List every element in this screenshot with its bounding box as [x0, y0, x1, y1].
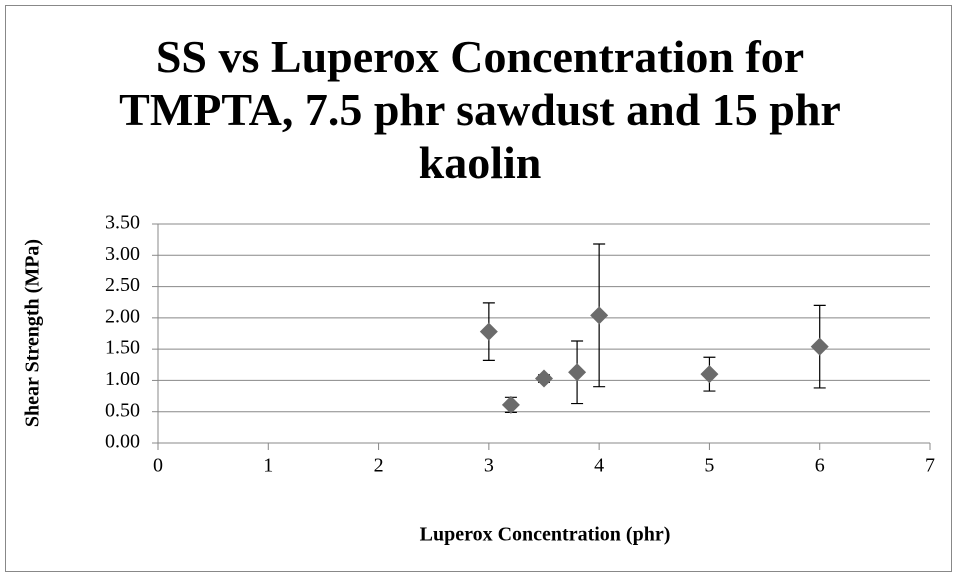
- data-point: [535, 369, 553, 388]
- y-tick-label: 1.00: [105, 368, 140, 390]
- y-axis-title: Shear Strength (MPa): [22, 239, 44, 427]
- x-tick-label: 4: [594, 455, 604, 477]
- y-tick-label: 3.00: [105, 243, 140, 265]
- x-tick-label: 1: [263, 455, 273, 477]
- data-point: [700, 365, 719, 384]
- data-point: [590, 306, 609, 325]
- x-tick-label: 6: [815, 455, 825, 477]
- y-tick-label: 2.00: [105, 305, 140, 327]
- y-tick-label: 1.50: [105, 337, 140, 359]
- chart-title: SS vs Luperox Concentration for TMPTA, 7…: [119, 31, 841, 188]
- data-point: [810, 337, 829, 356]
- y-tick-label: 3.50: [105, 212, 140, 234]
- y-tick-label: 0.50: [105, 399, 140, 421]
- data-point: [568, 363, 587, 382]
- x-tick-label: 3: [484, 455, 494, 477]
- chart-frame: [5, 5, 952, 572]
- x-tick-label: 2: [374, 455, 384, 477]
- y-tick-label: 2.50: [105, 274, 140, 296]
- y-tick-label: 0.00: [105, 431, 140, 453]
- data-point: [479, 322, 498, 341]
- data-point: [501, 395, 520, 414]
- x-tick-label: 7: [925, 455, 935, 477]
- x-axis-title: Luperox Concentration (phr): [420, 524, 671, 546]
- x-tick-label: 5: [704, 455, 714, 477]
- x-tick-label: 0: [153, 455, 163, 477]
